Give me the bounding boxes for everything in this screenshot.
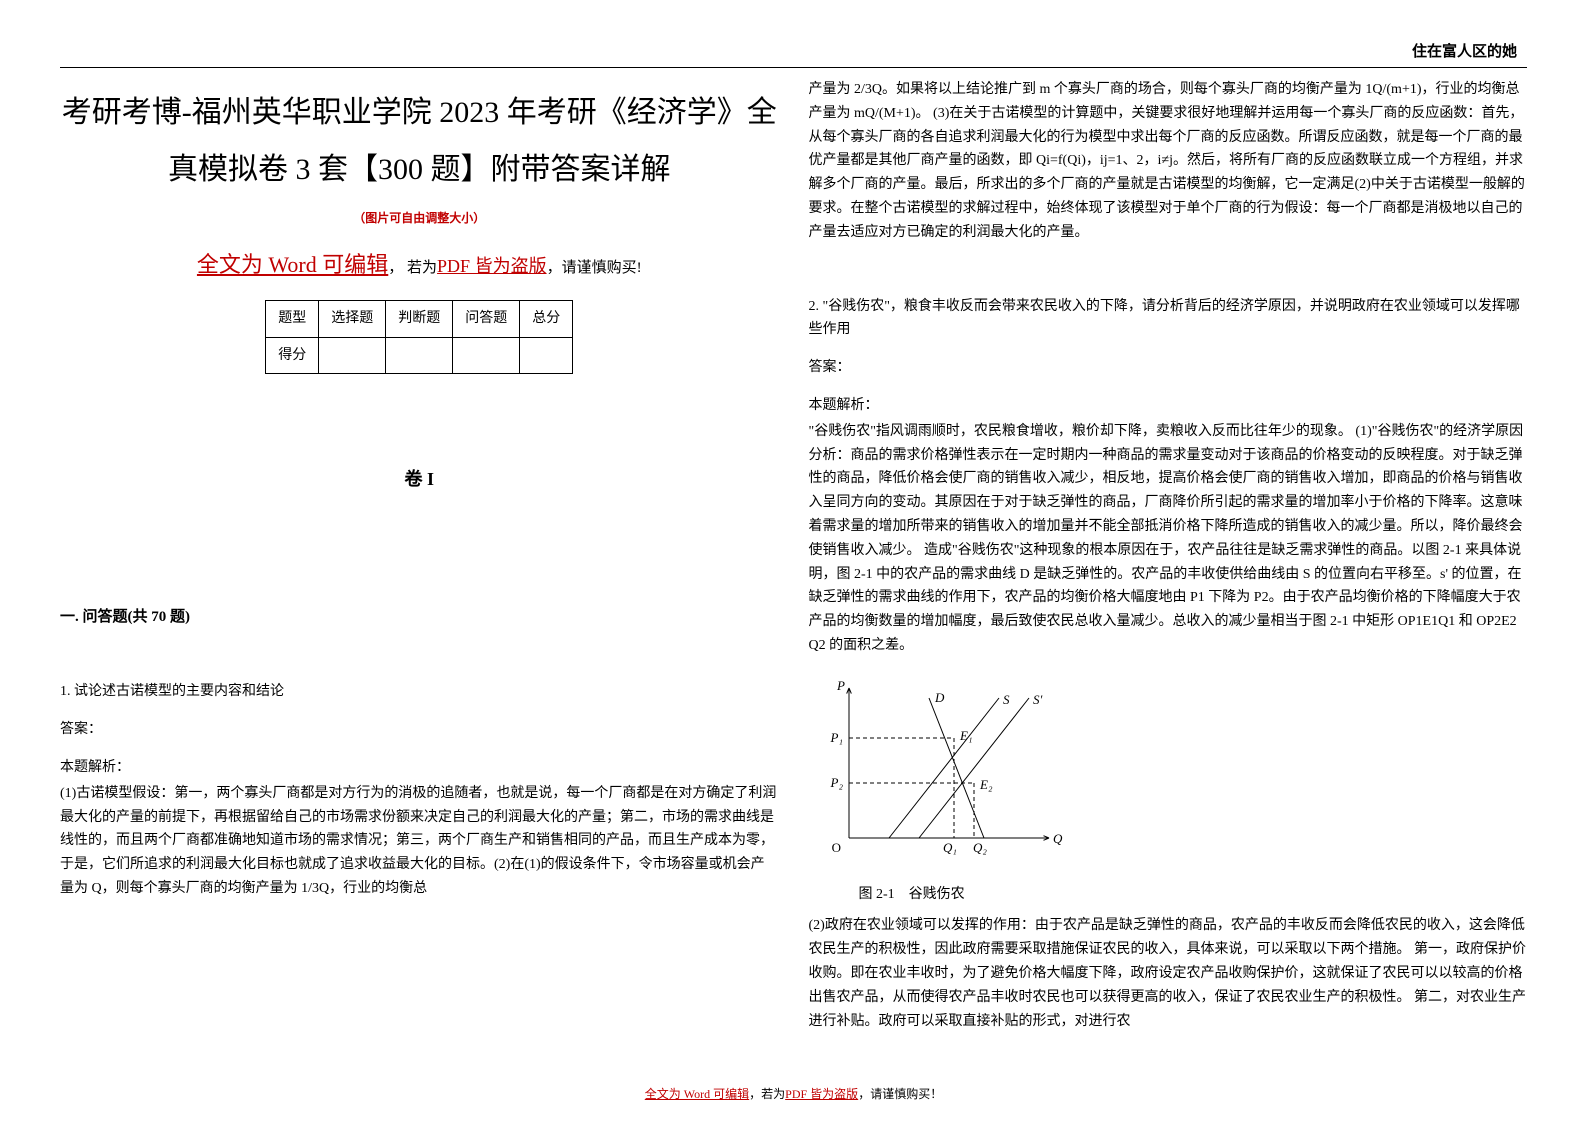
two-column-layout: 考研考博-福州英华职业学院 2023 年考研《经济学》全真模拟卷 3 套【300… (60, 78, 1527, 1079)
cell-empty (319, 337, 386, 374)
th-choice: 选择题 (319, 300, 386, 337)
svg-text:E₁: E₁ (959, 728, 972, 743)
svg-text:P₂: P₂ (829, 775, 843, 790)
cell-empty (520, 337, 573, 374)
score-table: 题型 选择题 判断题 问答题 总分 得分 (265, 300, 573, 375)
question-1: 1. 试论述古诺模型的主要内容和结论 答案： 本题解析： (1)古诺模型假设：第… (60, 680, 779, 900)
q2-answer-label: 答案： (809, 356, 1528, 380)
right-column: 产量为 2/3Q。如果将以上结论推广到 m 个寡头厂商的场合，则每个寡头厂商的均… (809, 78, 1528, 1079)
supply-demand-chart: P O Q P₁ P₂ Q₁ Q₂ D S S′ E₁ E₂ (809, 668, 1069, 868)
svg-text:O: O (831, 840, 840, 855)
svg-text:Q₂: Q₂ (973, 840, 987, 855)
table-row: 得分 (266, 337, 573, 374)
question-2: 2. "谷贱伤农"，粮食丰收反而会带来农民收入的下降，请分析背后的经济学原因，并… (809, 295, 1528, 1034)
th-total: 总分 (520, 300, 573, 337)
svg-text:P: P (836, 678, 845, 693)
header-top-right: 住在富人区的她 (60, 40, 1527, 67)
svg-text:P₁: P₁ (829, 730, 842, 745)
th-qa: 问答题 (453, 300, 520, 337)
th-type: 题型 (266, 300, 319, 337)
svg-text:E₂: E₂ (979, 777, 993, 792)
q1-answer-label: 答案： (60, 718, 779, 742)
q2-analysis-label: 本题解析： (809, 394, 1528, 418)
q2-analysis-p1: "谷贱伤农"指风调雨顺时，农民粮食增收，粮价却下降，卖粮收入反而比往年少的现象。… (809, 420, 1528, 658)
section-heading: 一. 问答题(共 70 题) (60, 605, 779, 631)
page-footer: 全文为 Word 可编辑，若为PDF 皆为盗版，请谨慎购买！ (60, 1079, 1527, 1102)
svg-text:Q: Q (1053, 831, 1063, 846)
warn-tail: ，请谨慎购买! (547, 260, 642, 276)
figure-2-1: P O Q P₁ P₂ Q₁ Q₂ D S S′ E₁ E₂ (809, 668, 1528, 877)
footer-pdf-pirate: PDF 皆为盗版 (785, 1087, 858, 1101)
footer-mid: ，若为 (749, 1087, 785, 1101)
q2-analysis-p2: (2)政府在农业领域可以发挥的作用：由于农产品是缺乏弹性的商品，农产品的丰收反而… (809, 914, 1528, 1033)
svg-text:S: S (1003, 692, 1010, 707)
th-judge: 判断题 (386, 300, 453, 337)
header-divider (60, 67, 1527, 68)
cell-empty (386, 337, 453, 374)
warn-sep1: ， (388, 260, 403, 276)
q1-analysis-body: (1)古诺模型假设：第一，两个寡头厂商都是对方行为的消极的追随者，也就是说，每一… (60, 782, 779, 901)
footer-tail: ，请谨慎购买！ (858, 1087, 942, 1101)
image-resize-note: （图片可自由调整大小） (60, 208, 779, 228)
document-title: 考研考博-福州英华职业学院 2023 年考研《经济学》全真模拟卷 3 套【300… (60, 84, 779, 198)
svg-text:D: D (934, 690, 945, 705)
figure-caption: 图 2-1 谷贱伤农 (859, 883, 1528, 907)
table-row: 题型 选择题 判断题 问答题 总分 (266, 300, 573, 337)
row-score-label: 得分 (266, 337, 319, 374)
warn-pre2: 若为 (407, 260, 437, 276)
volume-label: 卷 I (60, 464, 779, 495)
footer-word-editable: 全文为 Word 可编辑 (645, 1087, 749, 1101)
warn-word-editable: 全文为 Word 可编辑 (197, 252, 388, 277)
left-column: 考研考博-福州英华职业学院 2023 年考研《经济学》全真模拟卷 3 套【300… (60, 78, 779, 1079)
cell-empty (453, 337, 520, 374)
q1-analysis-continued: 产量为 2/3Q。如果将以上结论推广到 m 个寡头厂商的场合，则每个寡头厂商的均… (809, 78, 1528, 245)
svg-text:S′: S′ (1033, 692, 1043, 707)
svg-text:Q₁: Q₁ (943, 840, 957, 855)
q2-text: 2. "谷贱伤农"，粮食丰收反而会带来农民收入的下降，请分析背后的经济学原因，并… (809, 295, 1528, 343)
q1-text: 1. 试论述古诺模型的主要内容和结论 (60, 680, 779, 704)
q1-analysis-label: 本题解析： (60, 756, 779, 780)
warn-pdf-pirate: PDF 皆为盗版 (437, 256, 547, 276)
edition-warning: 全文为 Word 可编辑， 若为PDF 皆为盗版，请谨慎购买! (60, 246, 779, 283)
